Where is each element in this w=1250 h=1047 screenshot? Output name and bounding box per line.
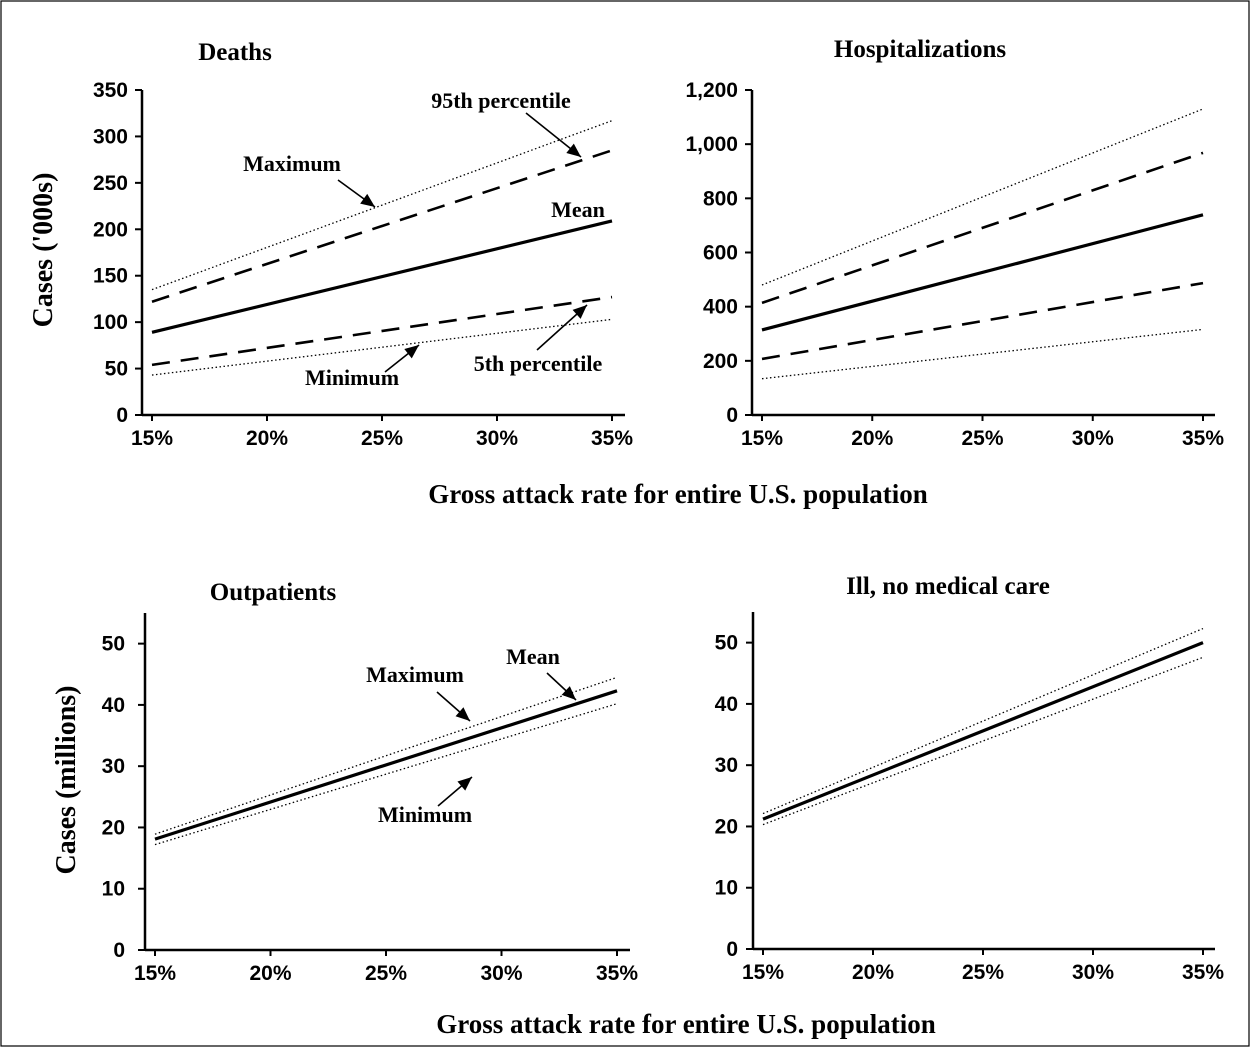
y-tick-label: 10: [102, 878, 125, 901]
x-tick-label: 30%: [1072, 427, 1114, 450]
y-tick-label: 400: [703, 296, 738, 319]
chart-panel-1: 15% 20% 25% 30% 35% 0 50 100 150 200 250 300 350 Deat…: [28, 39, 633, 450]
y-tick-label: 0: [726, 938, 738, 961]
annotation-arrowhead: [457, 777, 472, 791]
y-tick-label: 200: [93, 218, 128, 241]
series-line: [761, 213, 1204, 332]
x-tick-label: 15%: [131, 427, 173, 450]
series-line: [151, 219, 613, 334]
x-tick-label: 20%: [246, 427, 288, 450]
x-axis-label-top: Gross attack rate for entire U.S. popula…: [428, 479, 928, 509]
y-axis-label: Cases ('000s): [28, 173, 59, 328]
y-tick-label: 150: [93, 265, 128, 288]
series-line: [761, 328, 1204, 380]
y-tick-label: 100: [93, 311, 128, 334]
y-tick-label: 300: [93, 125, 128, 148]
y-tick-label: 40: [715, 693, 738, 716]
x-tick-label: 15%: [741, 427, 783, 450]
series-line: [762, 627, 1204, 815]
y-tick-label: 0: [726, 404, 738, 427]
series-line: [151, 318, 613, 376]
chart-panels: 15% 20% 25% 30% 35%050100150200250300350Deat…: [28, 36, 1224, 985]
series-line: [154, 703, 618, 846]
y-axis-label: Cases (millions): [51, 686, 82, 875]
annotation-label: Maximum: [366, 662, 464, 687]
annotation-arrowhead: [455, 707, 470, 721]
series-line: [762, 641, 1204, 821]
x-tick-label: 35%: [591, 427, 633, 450]
annotation-label: Maximum: [243, 151, 341, 176]
x-tick-label: 35%: [1182, 961, 1224, 984]
x-tick-label: 20%: [249, 962, 291, 985]
chart-title: Ill, no medical care: [846, 573, 1050, 600]
x-tick-label: 15%: [742, 961, 784, 984]
x-tick-label: 15%: [134, 962, 176, 985]
y-tick-label: 200: [703, 350, 738, 373]
y-tick-label: 50: [102, 633, 125, 656]
annotation-label: Mean: [506, 644, 560, 669]
x-tick-label: 25%: [361, 427, 403, 450]
y-tick-label: 20: [102, 816, 125, 839]
x-tick-label: 20%: [851, 427, 893, 450]
chart-title: Outpatients: [210, 579, 337, 606]
series-line: [762, 656, 1204, 826]
y-tick-label: 0: [116, 404, 128, 427]
y-tick-label: 40: [102, 694, 125, 717]
chart-title: Deaths: [198, 39, 272, 66]
x-tick-label: 30%: [480, 962, 522, 985]
x-tick-label: 25%: [365, 962, 407, 985]
annotation-label: 5th percentile: [474, 351, 603, 376]
annotation-arrowhead: [561, 686, 576, 700]
y-tick-label: 1,200: [685, 79, 738, 102]
x-tick-label: 35%: [596, 962, 638, 985]
y-tick-label: 20: [715, 815, 738, 838]
x-tick-label: 30%: [1072, 961, 1114, 984]
y-tick-label: 0: [113, 939, 125, 962]
annotation-label: Minimum: [378, 802, 472, 827]
series-line: [761, 151, 1204, 305]
annotation-label: 95th percentile: [431, 88, 571, 113]
series-line: [154, 689, 618, 841]
x-tick-label: 20%: [852, 961, 894, 984]
y-tick-label: 800: [703, 187, 738, 210]
x-tick-label: 25%: [961, 427, 1003, 450]
chart-panel-3: 15% 20% 25% 30% 35% 0 10 20 30 40 50 Outpatients Cas…: [51, 579, 638, 985]
series-line: [154, 676, 618, 835]
x-axis-label-bottom: Gross attack rate for entire U.S. popula…: [436, 1009, 936, 1039]
y-tick-label: 350: [93, 79, 128, 102]
y-tick-label: 50: [105, 358, 128, 381]
y-tick-label: 1,000: [685, 133, 738, 156]
x-tick-label: 30%: [476, 427, 518, 450]
series-line: [761, 281, 1204, 361]
y-tick-label: 30: [715, 754, 738, 777]
y-tick-label: 600: [703, 242, 738, 265]
x-tick-label: 25%: [962, 961, 1004, 984]
annotation-label: Mean: [551, 197, 605, 222]
series-line: [151, 120, 613, 291]
annotation-arrowhead: [566, 143, 581, 157]
chart-panel-2: 15% 20% 25% 30% 35% 0 200 400 600 800 1,000 1,200 Ho…: [685, 36, 1224, 450]
series-line: [761, 108, 1204, 286]
y-tick-label: 10: [715, 877, 738, 900]
y-tick-label: 30: [102, 755, 125, 778]
annotation-arrowhead: [572, 305, 587, 319]
annotation-arrowhead: [360, 193, 375, 207]
y-tick-label: 50: [715, 632, 738, 655]
annotation-arrowhead: [404, 345, 419, 359]
chart-title: Hospitalizations: [834, 36, 1007, 63]
x-tick-label: 35%: [1182, 427, 1224, 450]
chart-panel-4: 15% 20% 25% 30% 35% 0 10 20 30 40 50 Ill, no medica…: [715, 573, 1225, 984]
series-line: [151, 149, 613, 303]
annotation-label: Minimum: [305, 365, 399, 390]
series-line: [151, 295, 613, 367]
y-tick-label: 250: [93, 172, 128, 195]
